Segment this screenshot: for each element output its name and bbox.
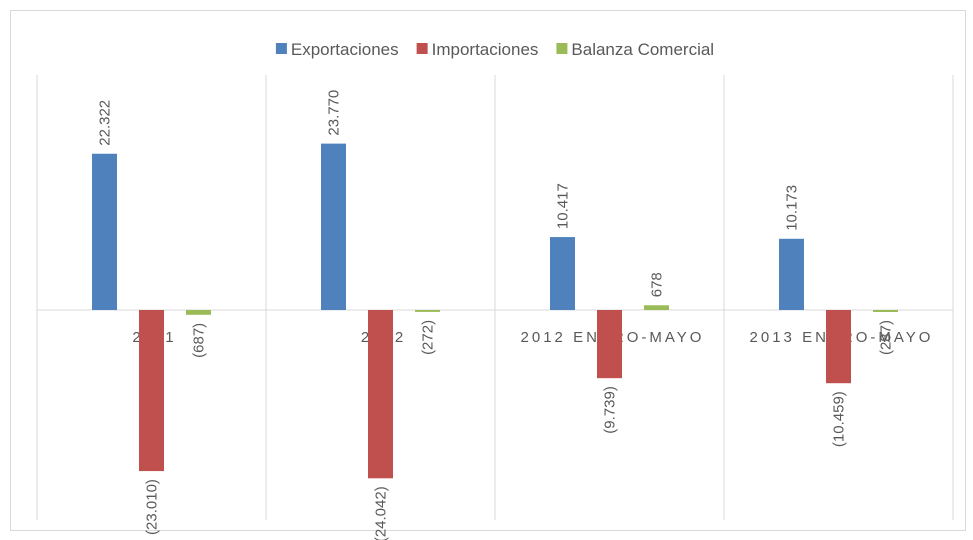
data-label: 10.173: [784, 185, 801, 231]
data-label: (23.010): [144, 479, 161, 535]
data-label: 22.322: [97, 100, 114, 146]
data-label: (10.459): [831, 391, 848, 447]
bar: [644, 305, 669, 310]
data-label: (287): [878, 320, 895, 355]
bar: [779, 238, 804, 310]
bar: [368, 310, 393, 479]
data-label: (687): [191, 323, 208, 358]
legend-swatch: [416, 43, 428, 54]
bar: [597, 310, 622, 379]
data-label: 10.417: [555, 183, 572, 229]
data-label: (272): [420, 320, 437, 355]
bar: [873, 310, 898, 313]
legend-swatch: [275, 43, 287, 54]
bar: [139, 310, 164, 472]
legend-label: Exportaciones: [291, 40, 399, 59]
legend-swatch: [556, 43, 568, 54]
data-label: 23.770: [326, 90, 343, 136]
data-label: (9.739): [602, 386, 619, 434]
legend-label: Balanza Comercial: [571, 40, 714, 59]
bar: [186, 310, 211, 315]
bar: [826, 310, 851, 384]
bar: [321, 143, 346, 310]
chart-border: [10, 10, 966, 531]
bar: [550, 237, 575, 310]
bar: [415, 310, 440, 312]
data-label: 678: [649, 272, 666, 297]
bar: [92, 153, 117, 310]
data-label: (24.042): [373, 486, 390, 540]
legend-label: Importaciones: [432, 40, 539, 59]
